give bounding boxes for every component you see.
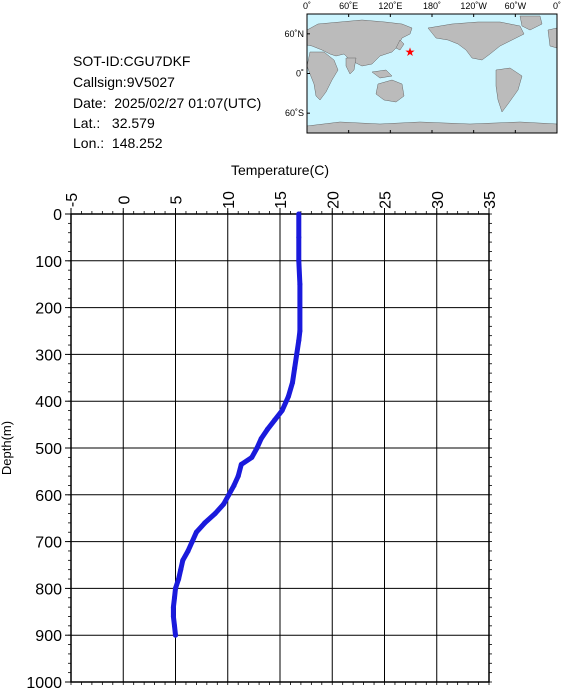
map-longitude-label: 0˚ [303, 1, 311, 11]
data-point [235, 473, 241, 479]
data-point [193, 529, 199, 535]
data-point [294, 351, 300, 357]
location-marker: ★ [405, 45, 416, 59]
chart-ticks [65, 208, 492, 685]
data-point [226, 492, 232, 498]
y-tick-label: 1000 [26, 675, 62, 690]
data-point [272, 417, 278, 423]
plot-frame [70, 213, 490, 683]
y-tick-label: 300 [35, 347, 62, 364]
y-tick-label: 600 [35, 488, 62, 505]
australia-landmass [375, 79, 405, 103]
data-point [296, 258, 302, 264]
y-tick-label: 800 [35, 581, 62, 598]
data-point [297, 305, 303, 311]
chart-grid [70, 213, 490, 683]
map-longitude-label: 0˚ [553, 1, 561, 11]
x-tick-label: -5 [64, 193, 81, 207]
eurasia-landmass [306, 19, 413, 67]
data-point [264, 426, 270, 432]
temperature-profile-line [170, 211, 303, 638]
data-point [238, 461, 244, 467]
greenland-landmass [519, 15, 543, 31]
y-tick-label: 0 [53, 207, 62, 224]
x-tick-label: 20 [325, 191, 342, 209]
se-asia-islands [371, 69, 393, 79]
map-latitude-label: 0˚ [296, 69, 304, 79]
data-point [170, 613, 176, 619]
x-tick-label: 30 [430, 191, 447, 209]
chart-series [170, 211, 303, 638]
data-point [279, 408, 285, 414]
map-ticks [306, 14, 558, 133]
data-point [173, 585, 178, 591]
y-tick-label: 200 [35, 301, 62, 318]
map-latitude-labels: 60˚N 0˚ 60˚S [284, 29, 304, 118]
data-point [290, 379, 296, 385]
y-tick-labels: 0 100 200 300 400 500 600 700 800 900 1000 [26, 207, 62, 690]
map-longitude-label: 60˚E [339, 1, 358, 11]
callsign-label: Callsign:9V5027 [73, 74, 175, 90]
data-point [297, 328, 303, 334]
map-latitude-label: 60˚N [284, 29, 304, 39]
map-latitude-label: 60˚S [285, 108, 304, 118]
data-point [185, 548, 191, 554]
data-point [258, 436, 264, 442]
map-longitude-labels: 0˚ 60˚E 120˚E 180˚ 120˚W 60˚W 0˚ [303, 1, 561, 11]
x-tick-label: 0 [116, 195, 133, 204]
data-point [178, 567, 184, 573]
data-point [292, 365, 298, 371]
y-tick-label: 400 [35, 394, 62, 411]
data-point [296, 234, 302, 240]
y-axis-title: Depth(m) [0, 421, 14, 475]
map-longitude-label: 180˚ [423, 1, 441, 11]
data-point [296, 211, 302, 217]
data-point [285, 394, 291, 400]
data-point [296, 337, 302, 343]
data-point [171, 595, 177, 601]
x-tick-label: 35 [482, 191, 499, 209]
data-point [170, 604, 176, 610]
x-axis-title: Temperature(C) [231, 162, 329, 178]
map-longitude-label: 60˚W [505, 1, 527, 11]
data-point [231, 482, 237, 488]
data-point [202, 520, 208, 526]
data-point [189, 539, 195, 545]
africa-landmass [306, 51, 339, 101]
map-longitude-label: 120˚E [378, 1, 402, 11]
x-tick-label: 15 [273, 191, 290, 209]
data-point [254, 445, 260, 451]
data-point [249, 454, 255, 460]
latitude-label: Lat.: 32.579 [73, 115, 155, 131]
data-point [297, 281, 303, 287]
map-longitude-label: 120˚W [460, 1, 487, 11]
data-point [212, 511, 218, 517]
data-point [221, 501, 227, 507]
data-point [171, 623, 177, 629]
world-map: 0˚ 60˚E 120˚E 180˚ 120˚W 60˚W 0˚ 60˚N 0˚ 60˚S ★ [284, 1, 561, 134]
data-point [176, 576, 182, 582]
north-america-landmass [427, 21, 525, 61]
y-tick-label: 700 [35, 535, 62, 552]
data-point [173, 632, 178, 638]
sot-id-label: SOT-ID:CGU7DKF [73, 53, 191, 69]
x-tick-label: 25 [378, 191, 395, 209]
date-label: Date: 2025/02/27 01:07(UTC) [73, 95, 262, 111]
south-america-landmass [495, 67, 523, 113]
y-tick-label: 900 [35, 628, 62, 645]
y-tick-label: 500 [35, 441, 62, 458]
x-tick-labels: -5 0 5 10 15 20 25 30 35 [64, 191, 499, 209]
data-point [180, 557, 186, 563]
map-land [306, 15, 558, 134]
japan-islands [395, 39, 405, 51]
india-landmass [345, 57, 357, 75]
longitude-label: Lon.: 148.252 [73, 135, 163, 151]
x-tick-label: 10 [221, 191, 238, 209]
x-tick-label: 5 [169, 195, 186, 204]
y-tick-label: 100 [35, 254, 62, 271]
